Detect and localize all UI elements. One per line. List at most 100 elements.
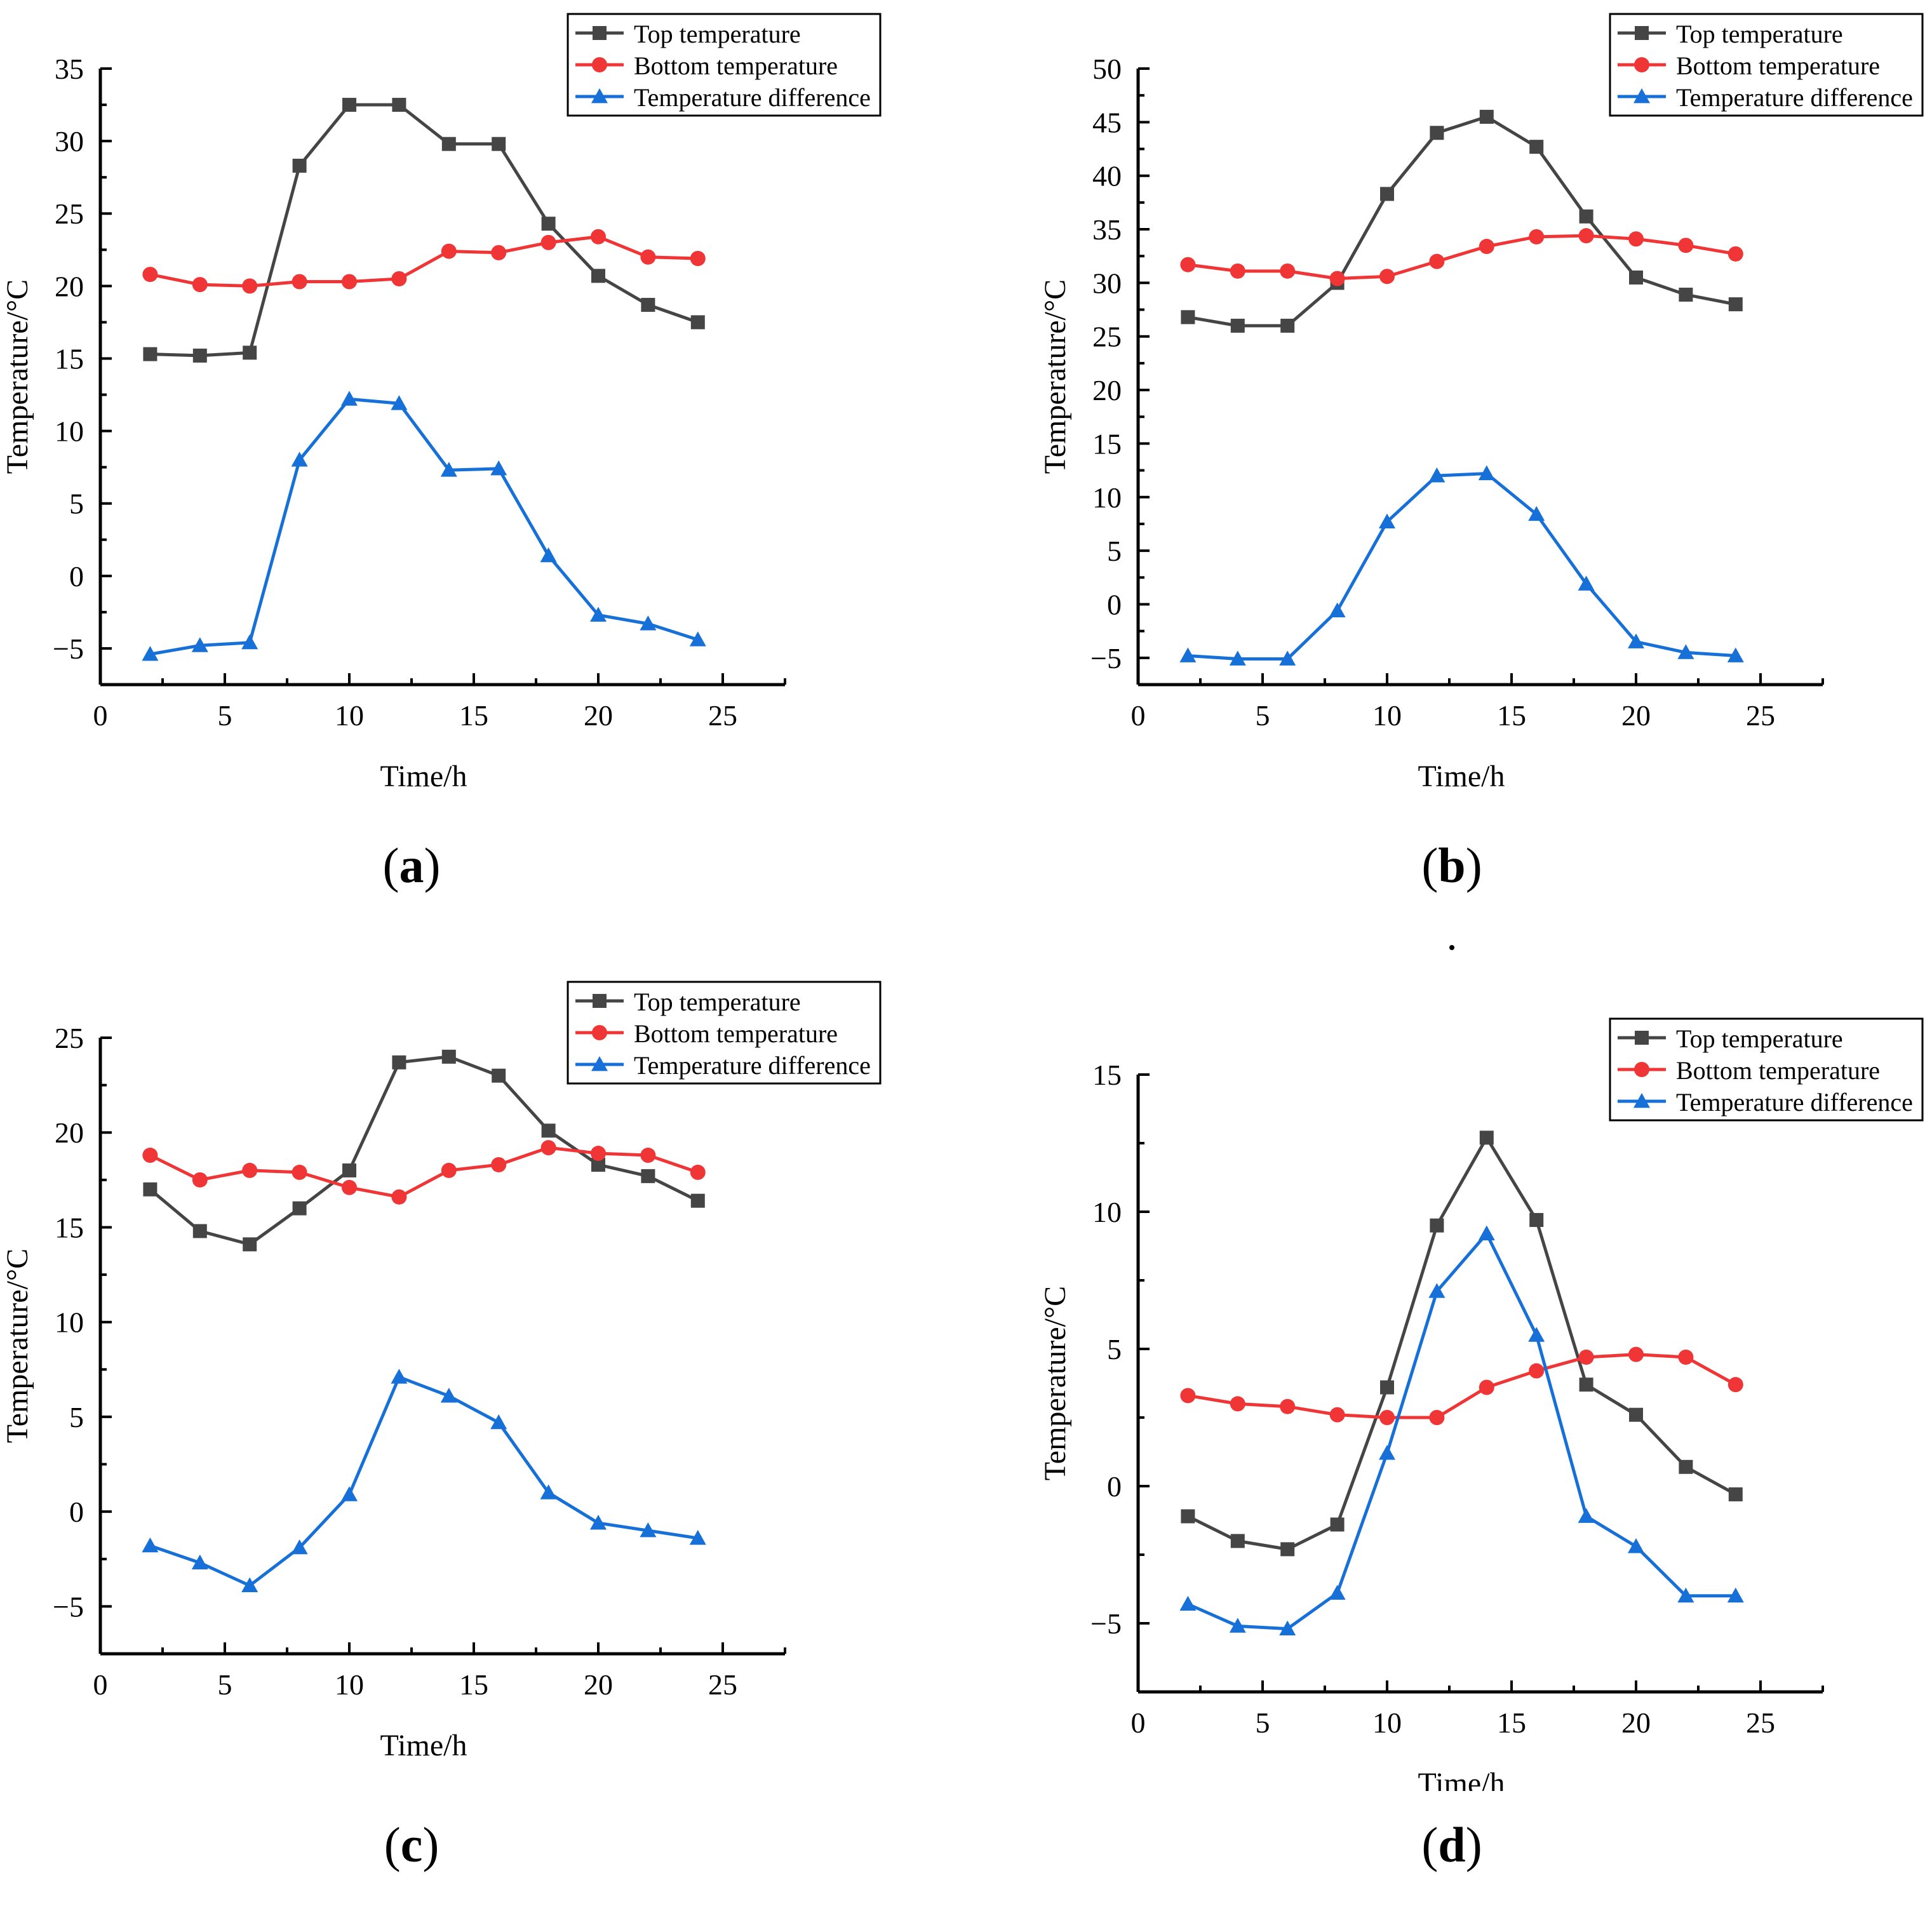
series-line-3 — [1187, 1232, 1736, 1631]
legend-swatch-marker — [591, 1056, 608, 1071]
x-tick-label: 25 — [708, 699, 737, 732]
legend-entry: Temperature difference — [634, 1051, 871, 1080]
data-point — [1428, 467, 1446, 483]
data-point — [540, 1484, 557, 1499]
series-line-3 — [149, 397, 699, 656]
data-point — [241, 1577, 258, 1592]
y-tick-label: −5 — [1090, 642, 1122, 674]
legend-swatch-marker — [1635, 1031, 1649, 1045]
data-point — [1529, 229, 1545, 245]
series-line-3 — [149, 1375, 699, 1588]
y-tick-label: 25 — [1092, 321, 1122, 353]
x-axis-label: Time/h — [380, 1729, 467, 1762]
legend-entry: Bottom temperature — [634, 51, 838, 80]
data-point — [1529, 1363, 1545, 1379]
data-point — [1379, 269, 1395, 285]
x-tick-label: 10 — [335, 699, 364, 732]
legend-entry: Temperature difference — [634, 83, 871, 112]
data-point — [1230, 318, 1245, 333]
legend-swatch-marker — [1633, 88, 1650, 104]
data-point — [142, 1537, 159, 1553]
legend-entry: Bottom temperature — [1676, 1056, 1880, 1085]
legend-entry: Top temperature — [1676, 1024, 1843, 1053]
data-point — [540, 234, 556, 250]
data-point — [143, 1182, 158, 1197]
data-point — [1329, 1407, 1345, 1423]
x-tick-label: 5 — [1256, 1706, 1270, 1739]
data-point — [641, 298, 655, 312]
data-point — [640, 615, 657, 631]
data-point — [1629, 270, 1643, 285]
y-tick-label: 15 — [1092, 427, 1122, 460]
data-point — [1727, 1377, 1743, 1393]
x-tick-label: 15 — [1497, 699, 1526, 732]
y-tick-label: 25 — [55, 198, 84, 230]
chart-panel-a: 0 5 10 15 20 25 −5 0 5 10 15 20 25 30 35 Time/h Temperat… — [1, 13, 882, 793]
data-point — [591, 229, 606, 245]
legend-swatch-marker — [591, 88, 608, 104]
x-tick-label: 25 — [1746, 699, 1775, 732]
y-tick-label: 5 — [69, 488, 84, 520]
data-point — [1279, 1620, 1296, 1636]
y-axis-label: Temperature/°C — [1038, 1286, 1072, 1480]
data-point — [1478, 465, 1495, 481]
y-tick-label: 20 — [1092, 374, 1122, 406]
y-axis-label: Temperature/°C — [1038, 279, 1072, 474]
data-point — [1329, 1585, 1346, 1600]
data-point — [1629, 1407, 1643, 1422]
data-point — [640, 249, 656, 265]
data-point — [1181, 310, 1195, 325]
data-point — [540, 547, 557, 563]
data-point — [1578, 228, 1594, 244]
data-point — [142, 267, 158, 283]
data-point — [1578, 1349, 1594, 1365]
x-axis-label: Time/h — [380, 760, 467, 793]
y-tick-label: 30 — [55, 125, 84, 158]
data-point — [292, 274, 307, 290]
data-point — [341, 391, 358, 406]
data-point — [641, 1169, 655, 1183]
legend-swatch-marker — [1634, 57, 1649, 72]
y-tick-label: 5 — [1107, 535, 1122, 567]
data-point — [391, 271, 407, 286]
data-point — [1628, 1346, 1644, 1362]
data-point — [690, 250, 706, 266]
y-tick-label: 30 — [1092, 267, 1122, 299]
data-point — [1280, 318, 1295, 333]
data-point — [690, 1164, 706, 1180]
data-point — [1478, 1225, 1495, 1240]
chart-panel-b: 0 5 10 15 20 25 −5 0 5 10 15 20 25 30 35 40 45 50 Time/h Te… — [1038, 13, 1924, 793]
data-point — [540, 1140, 556, 1156]
x-tick-label: 5 — [218, 1668, 232, 1701]
x-tick-label: 20 — [584, 699, 613, 732]
data-point — [640, 1522, 657, 1538]
data-point — [1528, 506, 1545, 521]
data-point — [1430, 126, 1444, 140]
x-tick-label: 0 — [1131, 699, 1146, 732]
series-line-3 — [1188, 472, 1736, 661]
data-point — [142, 1148, 158, 1163]
data-point — [291, 1539, 308, 1555]
data-point — [243, 1237, 257, 1252]
data-point — [1428, 1283, 1446, 1298]
y-tick-label: 0 — [1107, 1470, 1122, 1503]
x-tick-label: 10 — [335, 1668, 364, 1701]
x-tick-label: 20 — [1621, 699, 1651, 732]
data-point — [1180, 257, 1196, 272]
data-point — [191, 637, 208, 652]
data-point — [1330, 1517, 1345, 1532]
data-point — [490, 460, 507, 476]
data-point — [1727, 246, 1743, 262]
data-point — [1679, 287, 1693, 302]
data-point — [492, 1068, 506, 1083]
legend-entry: Temperature difference — [1676, 83, 1913, 112]
y-tick-label: 10 — [1092, 1196, 1122, 1228]
y-tick-label: 0 — [69, 1496, 84, 1528]
data-point — [1479, 239, 1494, 255]
x-axis-label: Time/h — [1418, 1767, 1505, 1791]
y-tick-label: 0 — [1107, 588, 1122, 620]
y-tick-label: 5 — [69, 1401, 84, 1433]
data-point — [440, 1388, 457, 1403]
data-point — [291, 452, 308, 467]
data-point — [1679, 1459, 1693, 1474]
